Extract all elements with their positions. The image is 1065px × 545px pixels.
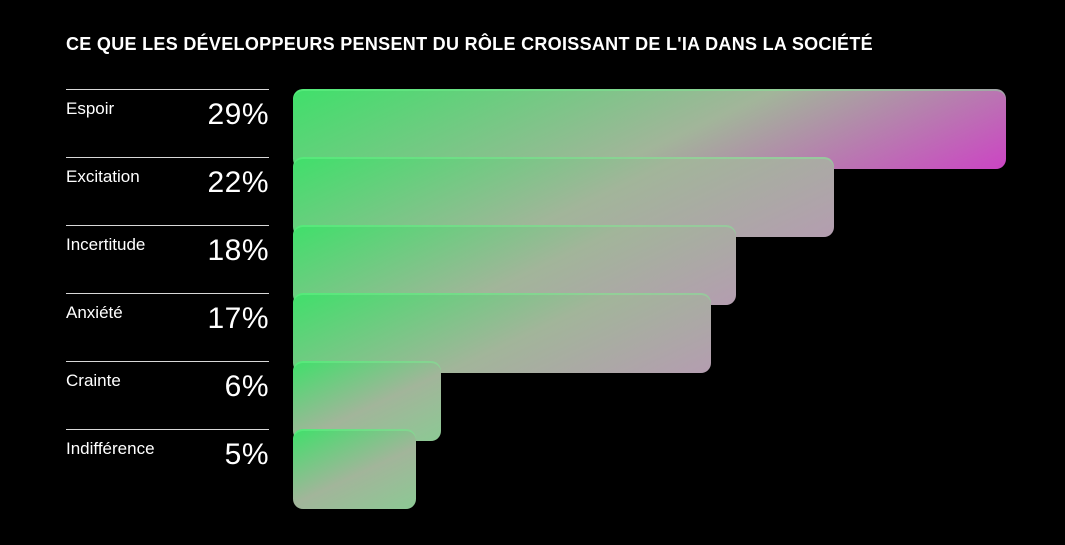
chart-title: CE QUE LES DÉVELOPPEURS PENSENT DU RÔLE … xyxy=(66,34,873,54)
bar-area xyxy=(293,89,1006,509)
category-row: Excitation 22% xyxy=(66,157,269,225)
value-label: 22% xyxy=(207,166,269,199)
category-row: Anxiété 17% xyxy=(66,293,269,361)
category-row: Incertitude 18% xyxy=(66,225,269,293)
value-label: 6% xyxy=(224,370,269,403)
category-label: Incertitude xyxy=(66,235,146,254)
value-label: 18% xyxy=(207,234,269,267)
bar-excitation xyxy=(293,157,834,237)
category-label: Anxiété xyxy=(66,303,123,322)
bar-espoir xyxy=(293,89,1006,169)
value-label: 29% xyxy=(207,98,269,131)
category-row: Indifférence 5% xyxy=(66,429,269,497)
bar-crainte xyxy=(293,361,441,441)
category-row: Crainte 6% xyxy=(66,361,269,429)
category-label: Espoir xyxy=(66,99,115,118)
category-row: Espoir 29% xyxy=(66,89,269,157)
category-label: Indifférence xyxy=(66,439,155,458)
bar-anxiete xyxy=(293,293,711,373)
value-label: 17% xyxy=(207,302,269,335)
bar-indifference xyxy=(293,429,416,509)
category-label: Crainte xyxy=(66,371,121,390)
bar-incertitude xyxy=(293,225,736,305)
value-label: 5% xyxy=(224,438,269,471)
category-label: Excitation xyxy=(66,167,140,186)
